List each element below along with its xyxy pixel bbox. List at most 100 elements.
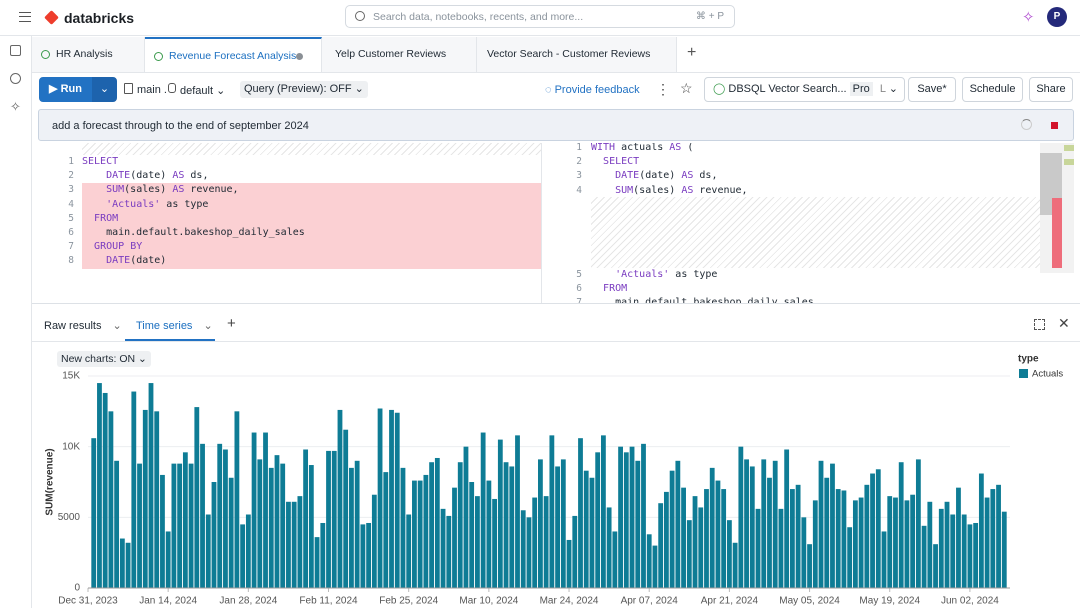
bar (429, 462, 435, 588)
bar (245, 514, 251, 588)
prompt-text: add a forecast through to the end of sep… (52, 120, 309, 132)
bar (898, 462, 904, 588)
bar (555, 466, 560, 588)
schedule-button[interactable]: Schedule (962, 77, 1023, 102)
bar (864, 484, 870, 588)
share-button[interactable]: Share (1029, 77, 1073, 102)
warehouse-select[interactable]: ◯ DBSQL Vector Search... Pro L ⌄ (704, 77, 905, 102)
diff-spacer (82, 143, 541, 155)
run-button[interactable]: ▶ Run (39, 77, 92, 102)
bar (681, 487, 686, 588)
legend-label: Actuals (1032, 369, 1063, 380)
schema[interactable]: default ⌄ (180, 85, 226, 97)
add-visualization[interactable]: + (227, 315, 236, 332)
bar (738, 446, 744, 588)
bar (412, 480, 417, 588)
bar (137, 463, 142, 588)
feedback-link[interactable]: ◌ Provide feedback (545, 84, 640, 96)
removed-line-highlight (82, 226, 541, 241)
bar (475, 496, 480, 588)
bar (795, 484, 801, 588)
tab-label: Vector Search - Customer Reviews (487, 48, 651, 60)
favorite-button[interactable]: ☆ (680, 80, 693, 96)
bar (286, 501, 291, 588)
bar (114, 460, 120, 588)
schema-icon (168, 83, 176, 93)
bar (1001, 511, 1007, 588)
query-mode[interactable]: Query (Preview): OFF ⌄ (240, 81, 368, 98)
bar (154, 411, 160, 588)
results-divider (32, 303, 1080, 304)
bar (331, 450, 337, 588)
results-tab-label: Raw results (44, 320, 102, 332)
history-icon[interactable] (10, 73, 21, 84)
bar (463, 446, 469, 588)
bar (515, 435, 520, 588)
close-button[interactable]: ✕ (1058, 315, 1070, 331)
bar (818, 460, 824, 588)
bar (887, 496, 893, 588)
bar (600, 435, 606, 588)
stop-button[interactable] (1051, 122, 1058, 129)
x-tick-label: Apr 21, 2024 (701, 596, 759, 607)
bar (263, 432, 268, 588)
bar (538, 459, 543, 588)
new-tab-button[interactable]: + (687, 44, 697, 61)
bar (165, 531, 171, 588)
save-button[interactable]: Save* (908, 77, 956, 102)
bar (211, 482, 217, 588)
more-button[interactable]: ⋮ (656, 81, 670, 97)
bar (486, 480, 492, 588)
expand-button[interactable] (1034, 319, 1045, 330)
assistant-icon[interactable]: ✧ (1022, 9, 1035, 26)
bar (280, 463, 286, 588)
bar (961, 514, 967, 588)
bar (881, 531, 887, 588)
bar (125, 542, 131, 588)
bar (910, 494, 916, 588)
avatar[interactable]: P (1047, 7, 1067, 27)
catalog-icon[interactable] (10, 45, 21, 56)
assistant-prompt[interactable]: add a forecast through to the end of sep… (38, 109, 1074, 141)
tab[interactable]: Yelp Customer Reviews (322, 37, 477, 72)
bar (835, 489, 841, 588)
bar (663, 491, 669, 588)
bar (188, 463, 194, 588)
new-charts-label: New charts: ON (61, 353, 136, 365)
bar (308, 465, 314, 588)
bar (274, 455, 280, 588)
top-bar (0, 0, 1080, 36)
run-menu[interactable]: ⌄ (92, 77, 117, 102)
bar (704, 489, 709, 588)
menu-button[interactable] (19, 12, 31, 22)
new-charts-toggle[interactable]: New charts: ON ⌄ (57, 351, 151, 367)
bar (354, 460, 360, 588)
y-tick-label: 0 (74, 583, 80, 594)
bar (583, 470, 589, 588)
search-box[interactable]: Search data, notebooks, recents, and mor… (345, 5, 735, 28)
assistant-side-icon[interactable]: ✧ (10, 99, 21, 114)
bar (692, 496, 698, 588)
bar (520, 510, 526, 588)
bar (847, 527, 853, 588)
bar (789, 489, 795, 588)
results-tab-label: Time series (136, 320, 193, 332)
line-number: 3 (576, 170, 582, 182)
removed-line-highlight (82, 197, 541, 212)
tab[interactable]: Vector Search - Customer Reviews (477, 37, 677, 72)
results-tab[interactable]: Raw results ⌄ (44, 320, 122, 332)
catalog[interactable]: main . (137, 84, 167, 96)
minimap (1040, 143, 1074, 273)
bar (389, 409, 394, 588)
bar (91, 438, 97, 588)
bar (440, 508, 446, 588)
bar (875, 469, 881, 588)
results-tab-active[interactable]: Time series ⌄ (125, 310, 215, 341)
query-mode-label: Query (Preview): OFF (244, 83, 352, 95)
tab-active[interactable]: Revenue Forecast Analysis (145, 37, 322, 72)
tab[interactable]: HR Analysis (32, 37, 145, 72)
bar (377, 408, 383, 588)
code-line: DATE(date) (106, 255, 167, 267)
bar (978, 473, 984, 588)
bar (646, 534, 652, 588)
